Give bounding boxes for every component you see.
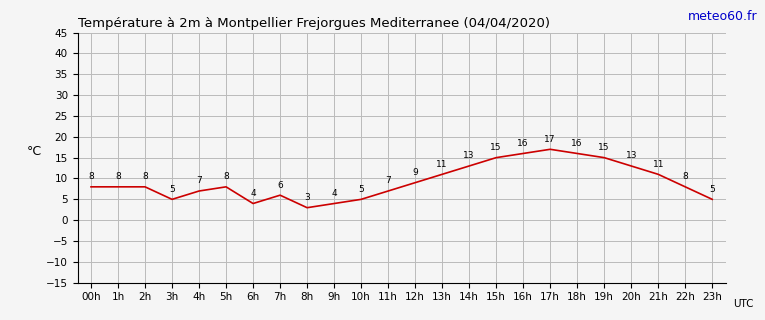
Text: 8: 8: [116, 172, 121, 181]
Text: 5: 5: [358, 185, 364, 194]
Text: 7: 7: [386, 176, 391, 186]
Text: 15: 15: [598, 143, 610, 152]
Text: 8: 8: [88, 172, 94, 181]
Text: 13: 13: [464, 151, 475, 160]
Text: 8: 8: [682, 172, 688, 181]
Y-axis label: °C: °C: [27, 145, 42, 158]
Text: 4: 4: [250, 189, 256, 198]
Text: UTC: UTC: [733, 300, 754, 309]
Text: 6: 6: [277, 180, 283, 190]
Text: 16: 16: [571, 139, 583, 148]
Text: 8: 8: [223, 172, 229, 181]
Text: 9: 9: [412, 168, 418, 177]
Text: Température à 2m à Montpellier Frejorgues Mediterranee (04/04/2020): Température à 2m à Montpellier Frejorgue…: [77, 17, 549, 30]
Text: 17: 17: [545, 135, 556, 144]
Text: 5: 5: [709, 185, 715, 194]
Text: 16: 16: [517, 139, 529, 148]
Text: meteo60.fr: meteo60.fr: [688, 10, 757, 23]
Text: 4: 4: [331, 189, 337, 198]
Text: 13: 13: [626, 151, 637, 160]
Text: 11: 11: [653, 160, 664, 169]
Text: 11: 11: [436, 160, 448, 169]
Text: 8: 8: [142, 172, 148, 181]
Text: 15: 15: [490, 143, 502, 152]
Text: 7: 7: [196, 176, 202, 186]
Text: 5: 5: [169, 185, 175, 194]
Text: 3: 3: [304, 193, 310, 202]
